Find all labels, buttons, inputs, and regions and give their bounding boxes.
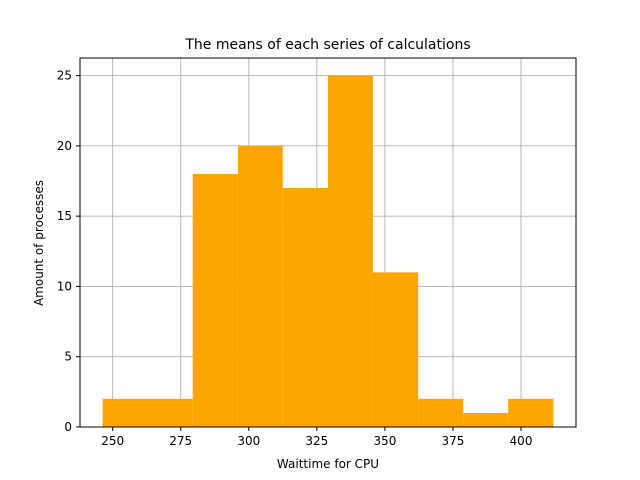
chart-title: The means of each series of calculations: [184, 37, 470, 53]
x-tick-label: 400: [510, 434, 533, 448]
x-tick-label: 375: [441, 434, 464, 448]
tick-labels: 250 275 300 325 350 375 400 0 5 10 15 20 25: [57, 69, 533, 448]
histogram-bar: [147, 398, 193, 427]
x-tick-label: 325: [305, 434, 328, 448]
y-axis-label: Amount of processes: [32, 180, 46, 306]
axes-frame: [79, 57, 577, 428]
histogram-bar: [463, 412, 509, 427]
x-tick-label: 275: [169, 434, 192, 448]
histogram-bars: [102, 75, 554, 428]
histogram-bar: [282, 188, 328, 427]
x-tick-label: 250: [101, 434, 124, 448]
y-tick-label: 0: [64, 420, 72, 434]
x-tick-label: 300: [237, 434, 260, 448]
histogram-bar: [508, 398, 554, 427]
x-axis-label: Waittime for CPU: [277, 457, 379, 471]
x-tick-label: 350: [373, 434, 396, 448]
histogram-bar: [237, 145, 283, 427]
y-tick-label: 20: [57, 139, 72, 153]
histogram-bar: [192, 173, 238, 427]
histogram-bar: [328, 75, 373, 428]
y-tick-label: 25: [57, 69, 72, 83]
y-tick-label: 10: [57, 279, 72, 293]
histogram-bar: [372, 272, 419, 427]
axes: [76, 57, 577, 431]
histogram-bar: [102, 398, 148, 427]
histogram-bar: [418, 398, 464, 427]
y-tick-label: 15: [57, 209, 72, 223]
y-tick-label: 5: [64, 350, 72, 364]
